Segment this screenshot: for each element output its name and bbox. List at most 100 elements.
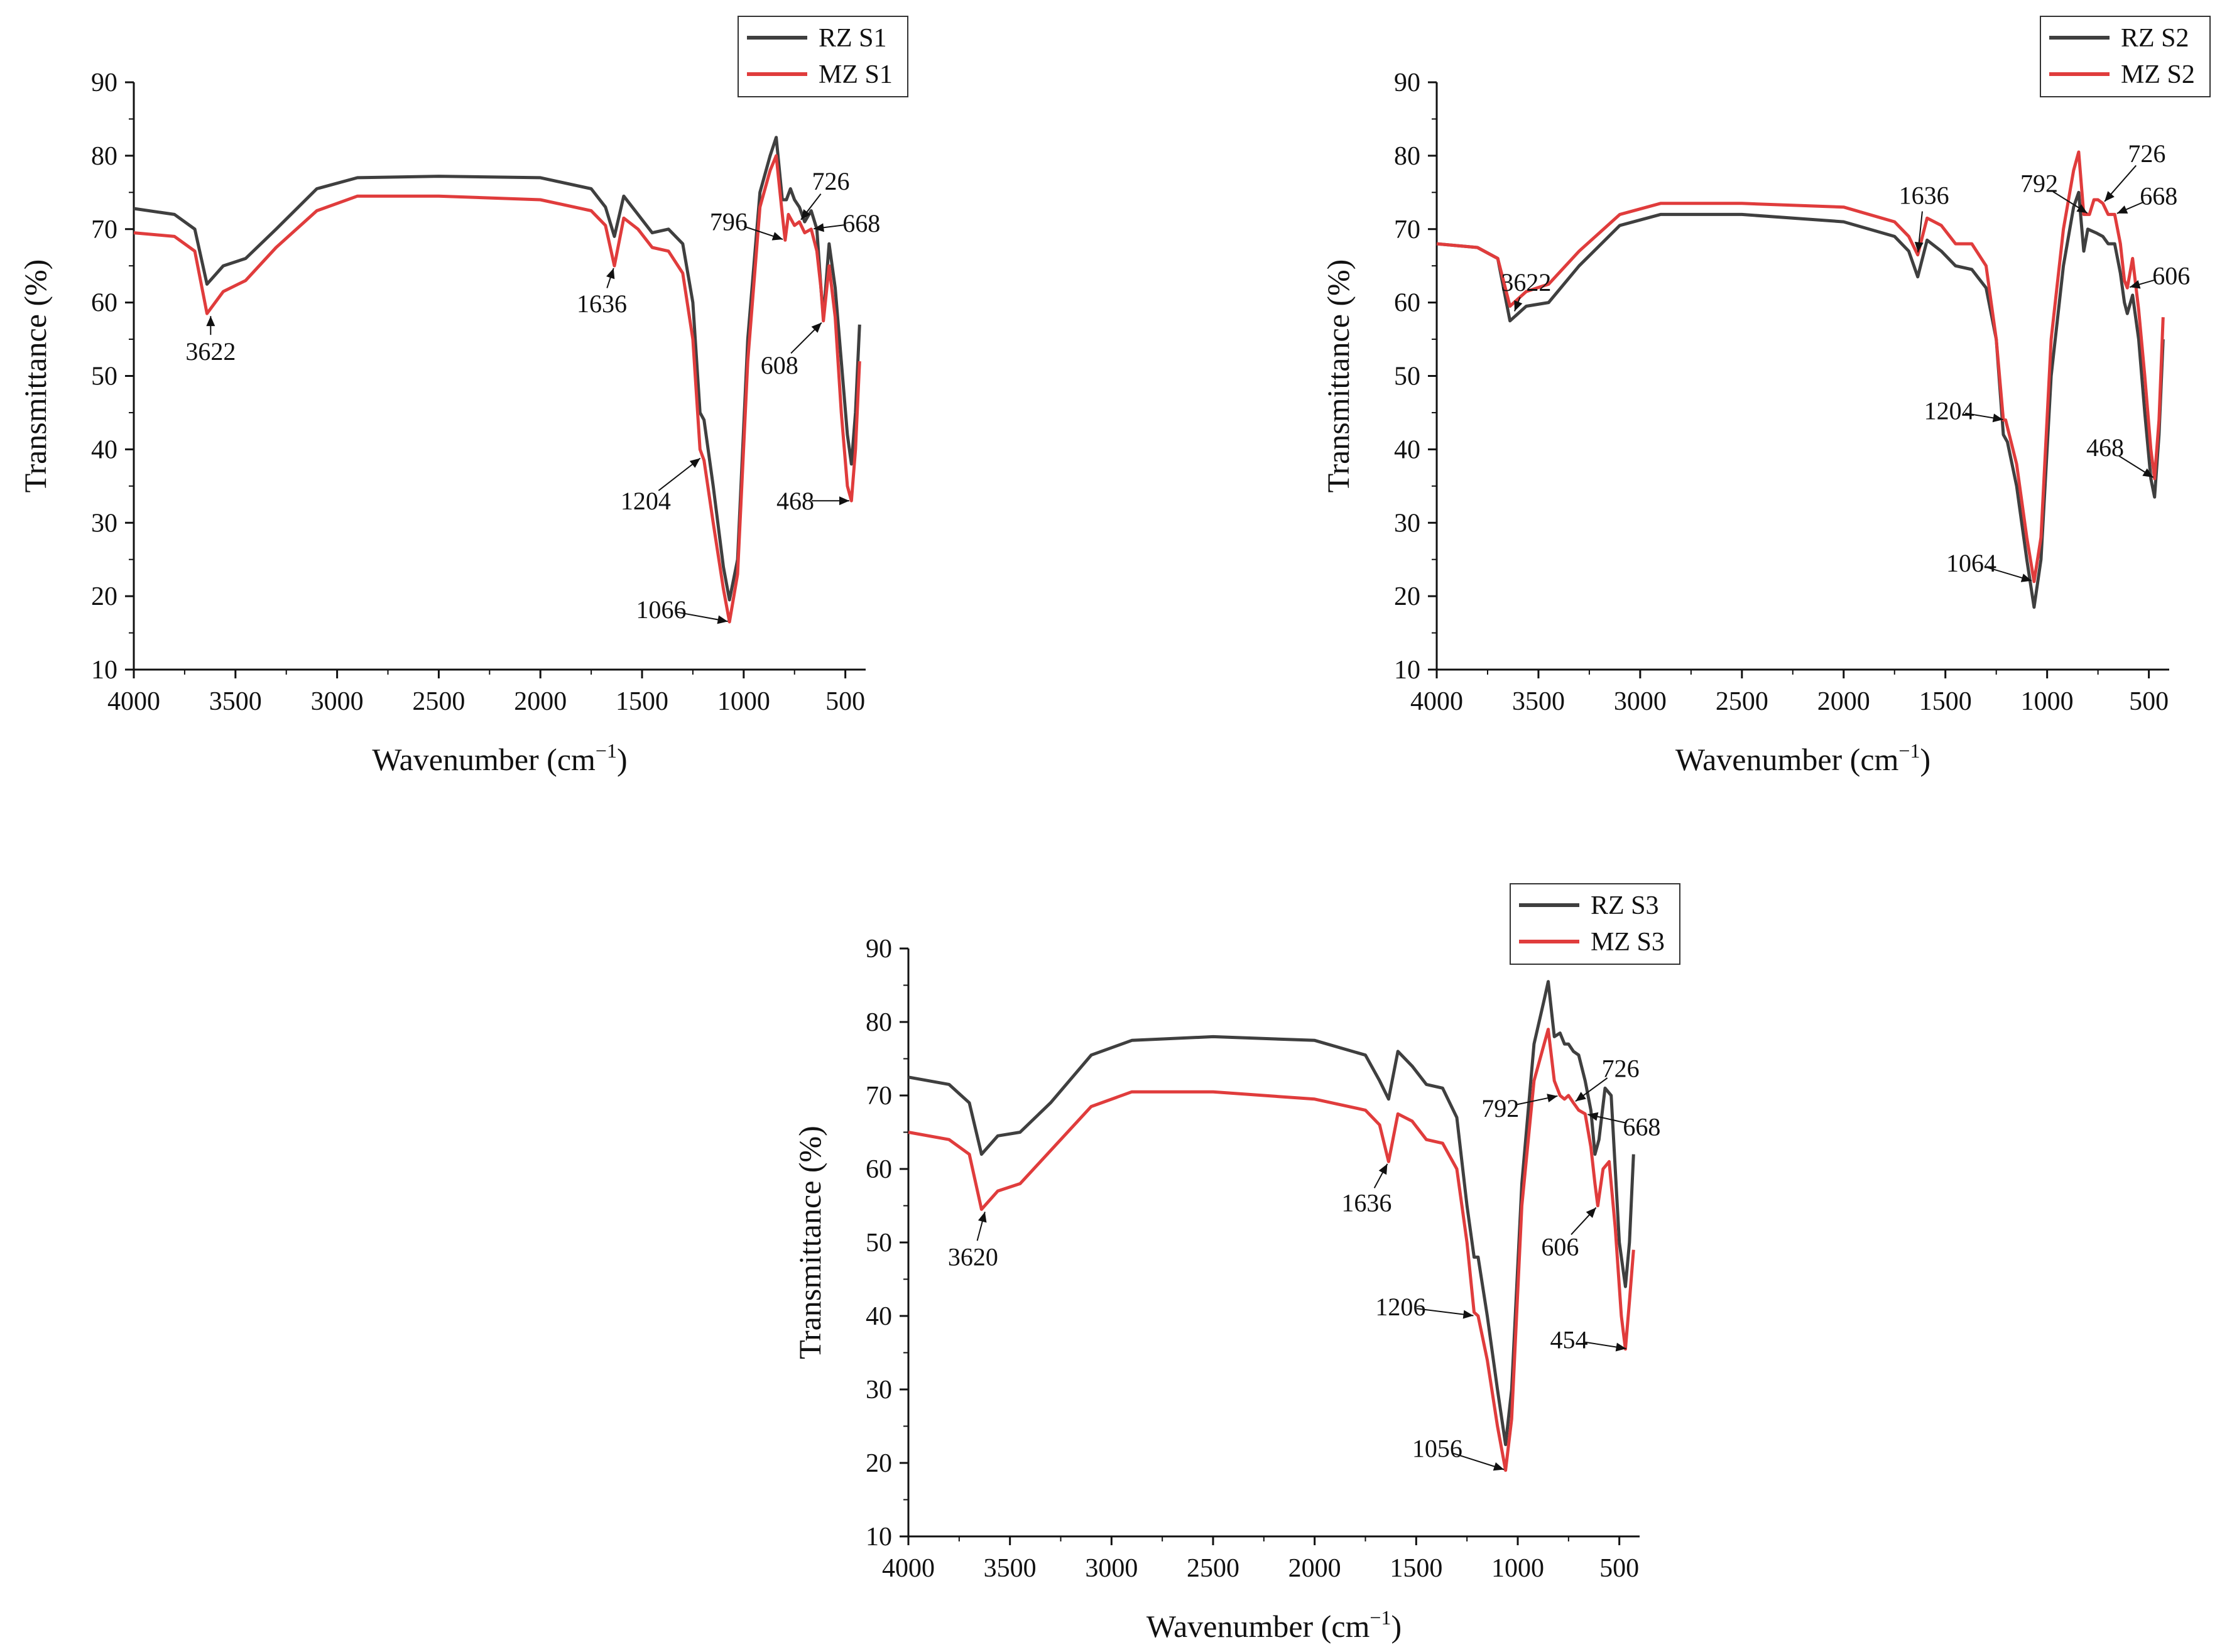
annotation-arrowhead (2142, 468, 2153, 478)
x-tick-label: 3000 (1085, 1554, 1138, 1583)
x-tick-label: 4000 (1410, 687, 1463, 716)
x-tick-label: 2500 (412, 687, 465, 716)
y-tick-label: 10 (1394, 656, 1420, 685)
y-axis-title: Transmittance (%) (18, 259, 53, 493)
y-tick-label: 70 (91, 215, 117, 244)
annotation-arrowhead (1575, 1092, 1586, 1102)
y-tick-label: 90 (91, 68, 117, 97)
peak-label: 454 (1550, 1326, 1588, 1354)
y-tick-label: 80 (1394, 142, 1420, 171)
annotation-arrowhead (2130, 280, 2141, 289)
x-tick-label: 1000 (2021, 687, 2074, 716)
x-tick-label: 3000 (1614, 687, 1667, 716)
x-tick-label: 2000 (1288, 1554, 1341, 1583)
peak-label: 796 (710, 207, 748, 236)
y-tick-label: 20 (91, 582, 117, 611)
x-tick-label: 2500 (1187, 1554, 1239, 1583)
x-tick-label: 500 (2129, 687, 2169, 716)
y-tick-label: 40 (1394, 435, 1420, 464)
series-line-rz-s1 (133, 136, 861, 602)
peak-label: 3620 (948, 1242, 998, 1271)
peak-label: 668 (842, 209, 880, 237)
x-tick-label: 2000 (1817, 687, 1870, 716)
peak-label: 468 (2086, 433, 2124, 462)
peak-label: 1636 (577, 290, 627, 318)
x-tick-label: 1500 (1919, 687, 1972, 716)
annotation-arrowhead (1547, 1094, 1558, 1102)
chart-panel-1: 10 20 30 40 50 60 70 80 90 4000 3500 3000 2500 2000 15… (18, 16, 908, 777)
peak-label: 668 (2140, 182, 2177, 210)
y-tick-label: 70 (1394, 215, 1420, 244)
annotation-arrowhead (689, 458, 700, 468)
legend-label: MZ S2 (2121, 60, 2195, 89)
annotation-arrowhead (2116, 205, 2128, 214)
y-tick-label: 80 (866, 1008, 892, 1037)
x-tick-label: 4000 (107, 687, 160, 716)
annotation-arrowhead (1493, 1462, 1505, 1471)
y-tick-label: 80 (91, 142, 117, 171)
annotation-arrowhead (2076, 204, 2088, 214)
peak-label: 3622 (185, 337, 236, 366)
y-tick-label: 20 (866, 1449, 892, 1478)
x-tick-label: 500 (1599, 1554, 1639, 1583)
x-tick-label: 500 (825, 687, 865, 716)
annotation-arrowhead (1914, 242, 1924, 253)
y-tick-label: 70 (866, 1082, 892, 1111)
legend-box (1510, 883, 1680, 965)
peak-label: 468 (776, 487, 814, 515)
annotation-arrowhead (717, 615, 728, 624)
y-tick-label: 50 (1394, 362, 1420, 391)
y-tick-label: 50 (866, 1229, 892, 1258)
annotation-arrowhead (800, 209, 811, 220)
legend: RZ S1 MZ S1 (738, 16, 908, 97)
x-tick-label: 3500 (209, 687, 262, 716)
annotation-arrowhead (771, 232, 783, 241)
y-tick-label: 40 (91, 435, 117, 464)
x-tick-label: 1000 (717, 687, 770, 716)
x-tick-label: 3000 (311, 687, 364, 716)
annotation-arrowhead (2104, 191, 2115, 202)
peak-label: 1206 (1375, 1293, 1425, 1321)
y-axis-title: Transmittance (%) (792, 1126, 827, 1359)
peak-label: 726 (812, 167, 850, 195)
peak-label: 1636 (1341, 1188, 1391, 1217)
series-line-rz-s3 (908, 980, 1635, 1447)
x-tick-label: 2000 (514, 687, 567, 716)
legend-label: MZ S3 (1591, 928, 1665, 957)
peak-label: 1636 (1899, 182, 1949, 210)
annotation-arrowhead (1615, 1342, 1626, 1352)
y-tick-label: 30 (866, 1376, 892, 1405)
peak-label: 606 (2152, 261, 2190, 290)
peak-label: 3622 (1501, 268, 1551, 296)
annotation-arrowhead (206, 316, 215, 327)
legend-box (738, 16, 908, 97)
peak-label: 726 (1602, 1055, 1640, 1083)
x-tick-label: 1000 (1491, 1554, 1544, 1583)
annotation-arrowhead (1514, 300, 1523, 312)
y-tick-label: 60 (866, 1155, 892, 1184)
x-axis-title: Wavenumber (cm−1) (1675, 739, 1930, 777)
series-line-rz-s2 (1436, 190, 2165, 609)
chart-panel-3: 10 20 30 40 50 60 70 80 90 4000 3500 3000 2500 2000 15… (792, 883, 1680, 1644)
y-tick-label: 60 (1394, 289, 1420, 318)
legend-label: RZ S2 (2121, 24, 2189, 53)
legend: RZ S2 MZ S2 (2040, 16, 2211, 97)
y-tick-label: 60 (91, 289, 117, 318)
y-tick-label: 30 (91, 509, 117, 538)
y-tick-label: 40 (866, 1302, 892, 1331)
y-tick-label: 30 (1394, 509, 1420, 538)
annotation-arrowhead (606, 268, 615, 280)
peak-label: 668 (1623, 1112, 1660, 1141)
series-line-mz-s3 (908, 1028, 1635, 1472)
y-tick-label: 90 (866, 935, 892, 964)
annotation-arrowhead (811, 322, 822, 333)
peak-label: 1066 (636, 595, 686, 624)
y-tick-label: 10 (866, 1523, 892, 1551)
x-axis-title: Wavenumber (cm−1) (1146, 1606, 1402, 1644)
annotation-arrowhead (1586, 1207, 1596, 1218)
peak-label: 606 (1541, 1233, 1579, 1261)
x-tick-label: 3500 (984, 1554, 1037, 1583)
annotation-arrowhead (814, 223, 824, 232)
x-tick-label: 1500 (616, 687, 668, 716)
